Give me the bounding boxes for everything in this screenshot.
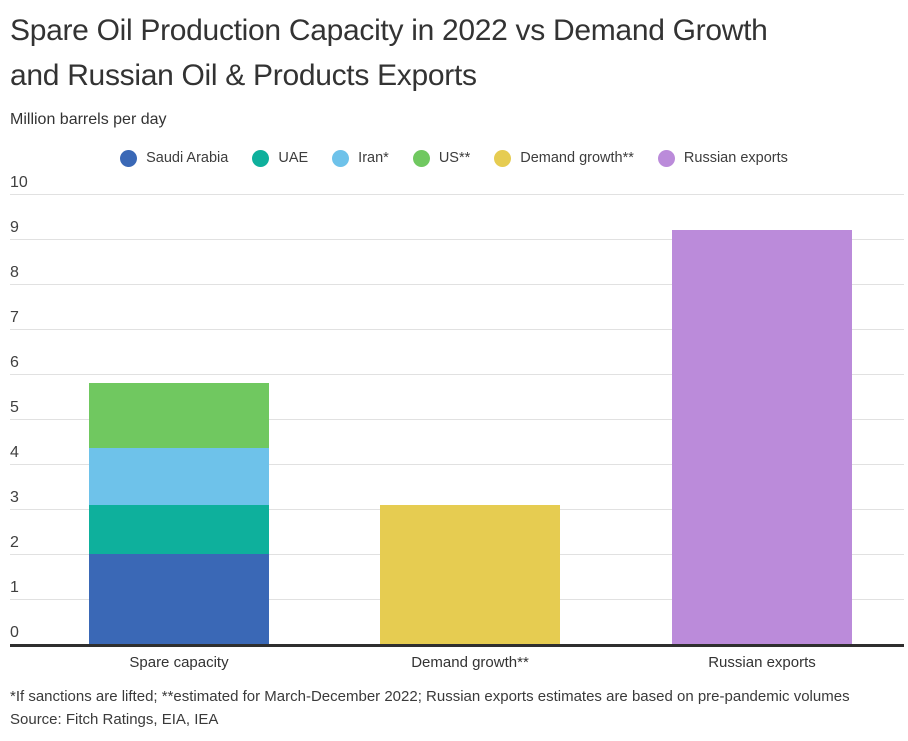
legend-swatch-iran-icon [332, 149, 350, 167]
gridline-y-5 [10, 419, 904, 420]
y-tick-label-5: 5 [10, 399, 19, 416]
gridline-y-8 [10, 284, 904, 285]
gridline-y-4 [10, 464, 904, 465]
y-tick-label-7: 7 [10, 309, 19, 326]
gridline-y-7 [10, 329, 904, 330]
legend-item-uae: UAE [252, 149, 309, 167]
chart-title-line-2: and Russian Oil & Products Exports [10, 59, 477, 92]
axis-unit-label: Million barrels per day [10, 111, 167, 128]
y-tick-label-3: 3 [10, 489, 19, 506]
x-tick-label-spare-capacity: Spare capacity [129, 654, 229, 671]
legend-swatch-demand-growth-icon [494, 149, 512, 167]
y-tick-label-1: 1 [10, 579, 19, 596]
gridline-y-9 [10, 239, 904, 240]
legend: Saudi Arabia UAE Iran* US** Demand growth** R… [0, 145, 908, 171]
bar-segment-spare-capacity-uae [89, 504, 269, 554]
bar-segment-spare-capacity-us [89, 383, 269, 449]
legend-item-russian-exports: Russian exports [657, 149, 788, 167]
bar-segment-spare-capacity-saudi-arabia [89, 554, 269, 644]
legend-label: Iran* [358, 150, 389, 166]
source-note: Source: Fitch Ratings, EIA, IEA [10, 711, 219, 728]
chart-title: Spare Oil Production Capacity in 2022 vs… [10, 8, 768, 98]
gridline-y-10 [10, 194, 904, 195]
legend-item-us: US** [412, 149, 471, 167]
footnote: *If sanctions are lifted; **estimated fo… [10, 688, 850, 705]
legend-swatch-russian-exports-icon [657, 149, 675, 167]
bar-segment-spare-capacity-iran [89, 448, 269, 505]
y-tick-label-9: 9 [10, 219, 19, 236]
x-axis-baseline [10, 644, 904, 647]
legend-item-demand-growth: Demand growth** [494, 149, 634, 167]
chart-title-line-1: Spare Oil Production Capacity in 2022 vs… [10, 14, 768, 47]
x-tick-label-demand-growth: Demand growth** [411, 654, 529, 671]
legend-swatch-saudi-arabia-icon [120, 149, 138, 167]
y-tick-label-8: 8 [10, 264, 19, 281]
legend-swatch-uae-icon [252, 149, 270, 167]
legend-swatch-us-icon [412, 149, 430, 167]
y-tick-label-6: 6 [10, 354, 19, 371]
gridline-y-6 [10, 374, 904, 375]
y-tick-label-0: 0 [10, 624, 19, 641]
x-tick-label-russian-exports: Russian exports [708, 654, 816, 671]
y-tick-label-10: 10 [10, 174, 28, 191]
legend-label: UAE [278, 150, 309, 166]
bar-segment-demand-growth-demand-growth [380, 504, 560, 644]
y-tick-label-4: 4 [10, 444, 19, 461]
y-tick-label-2: 2 [10, 534, 19, 551]
legend-item-saudi-arabia: Saudi Arabia [120, 149, 229, 167]
legend-label: Russian exports [683, 150, 788, 166]
legend-item-iran: Iran* [332, 149, 389, 167]
legend-label: Demand growth** [520, 150, 634, 166]
bar-segment-russian-exports-russian-exports [672, 230, 852, 644]
legend-label: Saudi Arabia [146, 150, 229, 166]
legend-label: US** [438, 150, 471, 166]
